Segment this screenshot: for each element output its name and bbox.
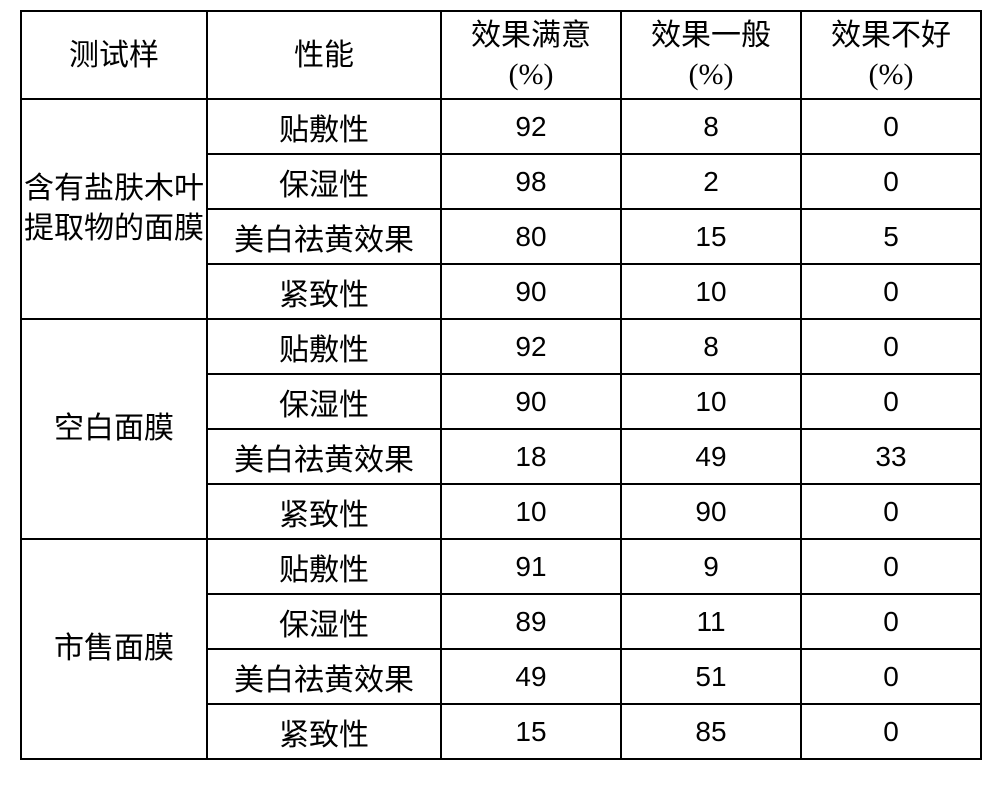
value-cell: 90 bbox=[441, 264, 621, 319]
value-cell: 85 bbox=[621, 704, 801, 759]
value-cell: 49 bbox=[621, 429, 801, 484]
col-header-average: 效果一般(%) bbox=[621, 11, 801, 99]
value-cell: 10 bbox=[621, 264, 801, 319]
table-row: 市售面膜 贴敷性 91 9 0 bbox=[21, 539, 981, 594]
value-cell: 10 bbox=[441, 484, 621, 539]
property-cell: 贴敷性 bbox=[207, 319, 441, 374]
property-cell: 保湿性 bbox=[207, 374, 441, 429]
value-cell: 91 bbox=[441, 539, 621, 594]
property-cell: 贴敷性 bbox=[207, 99, 441, 154]
value-cell: 0 bbox=[801, 539, 981, 594]
property-cell: 美白祛黄效果 bbox=[207, 649, 441, 704]
value-cell: 9 bbox=[621, 539, 801, 594]
value-cell: 0 bbox=[801, 319, 981, 374]
col-header-bad: 效果不好(%) bbox=[801, 11, 981, 99]
col-header-sample: 测试样 bbox=[21, 11, 207, 99]
table-row: 含有盐肤木叶提取物的面膜 贴敷性 92 8 0 bbox=[21, 99, 981, 154]
property-cell: 美白祛黄效果 bbox=[207, 209, 441, 264]
value-cell: 10 bbox=[621, 374, 801, 429]
value-cell: 0 bbox=[801, 374, 981, 429]
value-cell: 49 bbox=[441, 649, 621, 704]
value-cell: 15 bbox=[621, 209, 801, 264]
table-row: 空白面膜 贴敷性 92 8 0 bbox=[21, 319, 981, 374]
value-cell: 80 bbox=[441, 209, 621, 264]
value-cell: 90 bbox=[621, 484, 801, 539]
value-cell: 0 bbox=[801, 484, 981, 539]
property-cell: 保湿性 bbox=[207, 594, 441, 649]
value-cell: 0 bbox=[801, 704, 981, 759]
value-cell: 2 bbox=[621, 154, 801, 209]
value-cell: 0 bbox=[801, 99, 981, 154]
value-cell: 5 bbox=[801, 209, 981, 264]
value-cell: 98 bbox=[441, 154, 621, 209]
value-cell: 0 bbox=[801, 154, 981, 209]
col-header-property: 性能 bbox=[207, 11, 441, 99]
value-cell: 8 bbox=[621, 319, 801, 374]
value-cell: 18 bbox=[441, 429, 621, 484]
value-cell: 92 bbox=[441, 319, 621, 374]
table-header-row: 测试样 性能 效果满意(%) 效果一般(%) 效果不好(%) bbox=[21, 11, 981, 99]
value-cell: 8 bbox=[621, 99, 801, 154]
value-cell: 0 bbox=[801, 264, 981, 319]
property-cell: 紧致性 bbox=[207, 264, 441, 319]
value-cell: 89 bbox=[441, 594, 621, 649]
property-cell: 紧致性 bbox=[207, 484, 441, 539]
property-cell: 紧致性 bbox=[207, 704, 441, 759]
group-label: 市售面膜 bbox=[21, 539, 207, 759]
value-cell: 0 bbox=[801, 594, 981, 649]
group-label: 空白面膜 bbox=[21, 319, 207, 539]
value-cell: 15 bbox=[441, 704, 621, 759]
col-header-satisfied: 效果满意(%) bbox=[441, 11, 621, 99]
property-cell: 贴敷性 bbox=[207, 539, 441, 594]
property-cell: 保湿性 bbox=[207, 154, 441, 209]
property-cell: 美白祛黄效果 bbox=[207, 429, 441, 484]
value-cell: 92 bbox=[441, 99, 621, 154]
value-cell: 90 bbox=[441, 374, 621, 429]
value-cell: 33 bbox=[801, 429, 981, 484]
group-label: 含有盐肤木叶提取物的面膜 bbox=[21, 99, 207, 319]
results-table: 测试样 性能 效果满意(%) 效果一般(%) 效果不好(%) 含有盐肤木叶提取物… bbox=[20, 10, 982, 760]
value-cell: 11 bbox=[621, 594, 801, 649]
value-cell: 0 bbox=[801, 649, 981, 704]
value-cell: 51 bbox=[621, 649, 801, 704]
